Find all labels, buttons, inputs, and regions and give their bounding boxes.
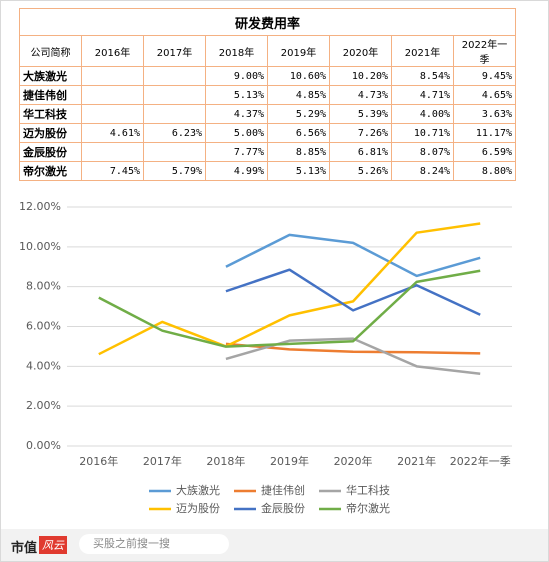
y-tick-label: 8.00% — [26, 280, 61, 293]
header-cell: 公司简称 — [19, 35, 82, 67]
table-row: 金辰股份 7.77% 8.85% 6.81% 8.07% 6.59% — [19, 142, 516, 162]
value-cell: 8.80% — [453, 161, 516, 181]
header-cell: 2018年 — [205, 35, 268, 67]
search-box[interactable]: 买股之前搜一搜 — [79, 534, 229, 554]
x-tick-label: 2022年一季 — [450, 454, 511, 468]
value-cell: 5.79% — [143, 161, 206, 181]
legend-label: 金辰股份 — [261, 501, 305, 515]
value-cell: 8.24% — [391, 161, 454, 181]
x-tick-label: 2020年 — [334, 454, 373, 468]
legend-label: 大族激光 — [176, 483, 220, 497]
header-cell: 2019年 — [267, 35, 330, 67]
legend-label: 捷佳伟创 — [261, 483, 305, 497]
table-title: 研发费用率 — [19, 8, 516, 36]
legend-label: 帝尔激光 — [346, 501, 390, 515]
x-tick-label: 2017年 — [143, 454, 182, 468]
y-tick-label: 12.00% — [19, 200, 61, 213]
value-cell: 4.65% — [453, 85, 516, 105]
series-line — [225, 337, 481, 375]
series-line — [225, 268, 481, 316]
value-cell: 5.13% — [267, 161, 330, 181]
x-tick-label: 2018年 — [206, 454, 245, 468]
y-tick-label: 6.00% — [26, 320, 61, 333]
data-table: 研发费用率 公司简称 2016年 2017年 2018年 2019年 2020年 2021年 2… — [19, 8, 516, 181]
title-row: 研发费用率 — [19, 8, 516, 36]
x-tick-label: 2019年 — [270, 454, 309, 468]
footer: 市值 风云 买股之前搜一搜 — [1, 529, 548, 561]
x-tick-label: 2021年 — [397, 454, 436, 468]
series-line — [225, 233, 481, 278]
header-row: 公司简称 2016年 2017年 2018年 2019年 2020年 2021年 2022年一… — [19, 35, 516, 67]
y-tick-label: 4.00% — [26, 359, 61, 372]
series-line — [98, 269, 481, 348]
y-tick-label: 2.00% — [26, 399, 61, 412]
table-row: 帝尔激光 7.45% 5.79% 4.99% 5.13% 5.26% 8.24% 8.80% — [19, 161, 516, 181]
table-row: 大族激光 9.00% 10.60% 10.20% 8.54% 9.45% — [19, 66, 516, 86]
chart: 0.00% 2.00% 4.00% 6.00% 8.00% 10.00% 12.00% 201… — [19, 200, 512, 515]
y-tick-label: 0.00% — [26, 439, 61, 452]
brand-tag: 风云 — [39, 536, 67, 554]
company-cell: 帝尔激光 — [19, 161, 82, 181]
header-cell: 2022年一季 — [453, 35, 516, 67]
legend-label: 迈为股份 — [176, 502, 220, 515]
legend-label: 华工科技 — [346, 483, 390, 497]
company-cell: 大族激光 — [19, 66, 82, 86]
brand: 市值 — [11, 541, 38, 556]
y-tick-label: 10.00% — [19, 240, 61, 253]
value-cell: 4.99% — [205, 161, 268, 181]
table-row: 捷佳伟创 5.13% 4.85% 4.73% 4.71% 4.65% — [19, 85, 516, 105]
x-tick-label: 2016年 — [79, 454, 118, 468]
series-line — [98, 222, 481, 356]
header-cell: 2021年 — [391, 35, 454, 67]
company-cell: 捷佳伟创 — [19, 85, 82, 105]
